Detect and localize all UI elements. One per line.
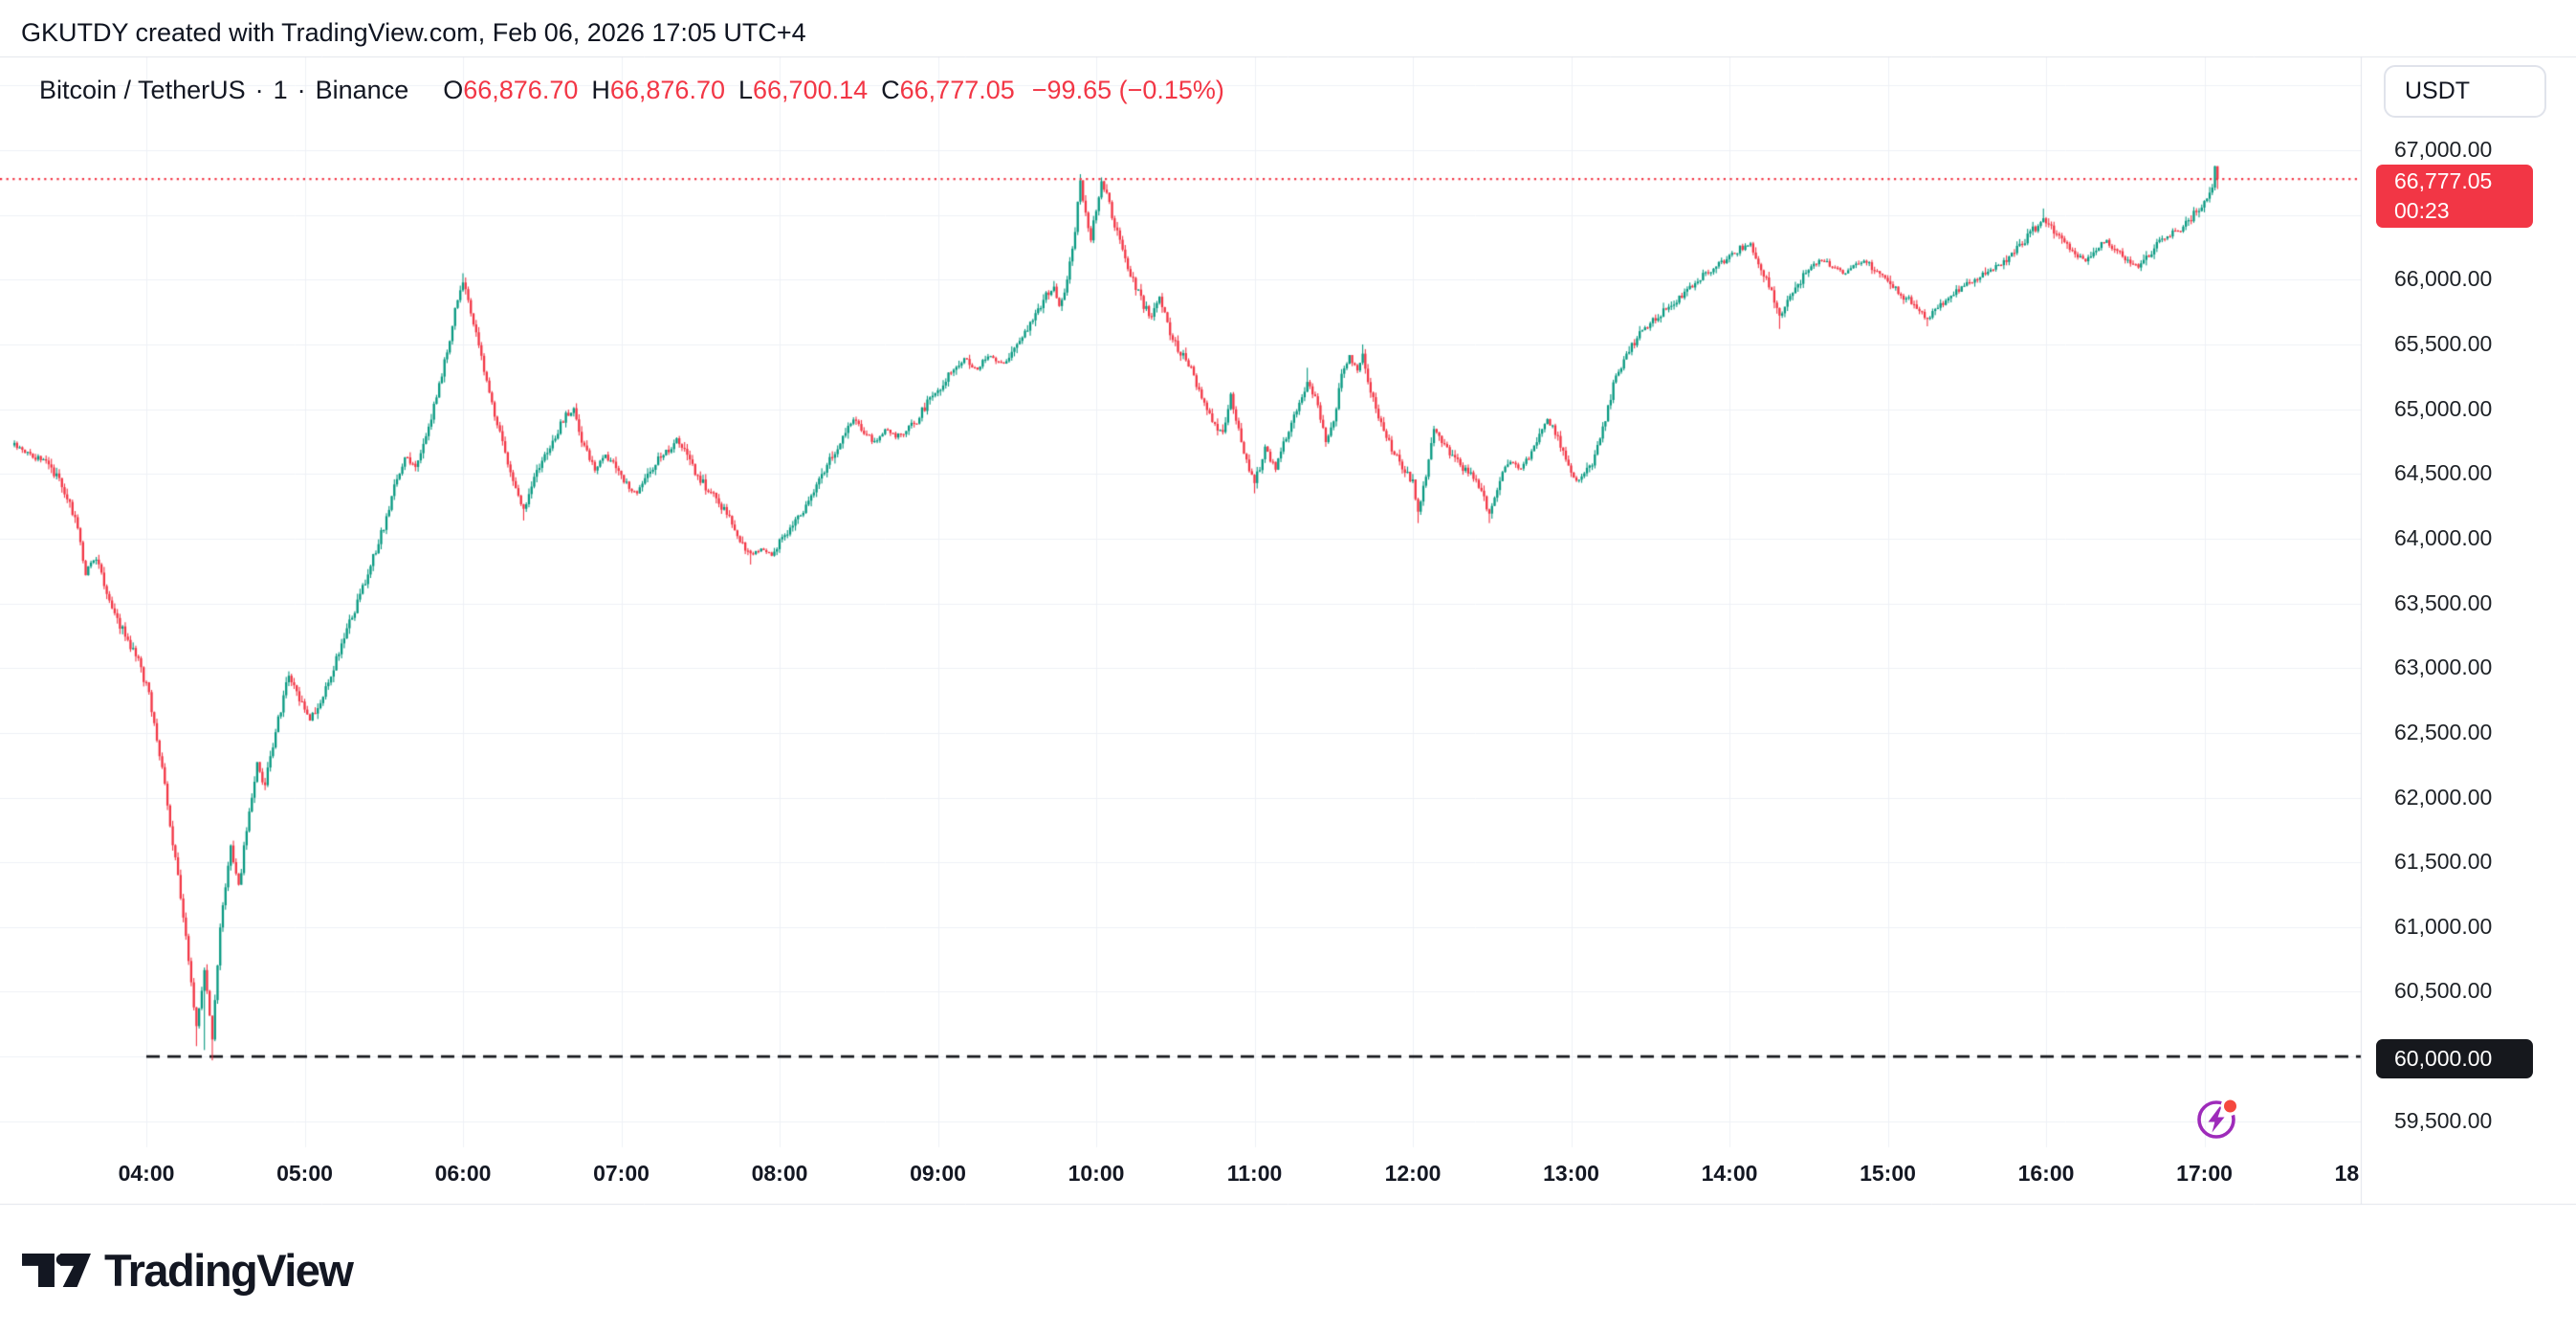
attribution-text: GKUTDY created with TradingView.com, Feb… bbox=[21, 18, 806, 47]
currency-unit-button[interactable]: USDT bbox=[2384, 65, 2546, 118]
last-price-badge-countdown: 00:23 bbox=[2394, 198, 2450, 224]
event-red-dot bbox=[2220, 1097, 2239, 1116]
price-axis-label: 62,500.00 bbox=[2394, 719, 2493, 744]
lightning-event-icon[interactable] bbox=[2195, 1097, 2239, 1141]
last-price-badge: 66,777.05 00:23 bbox=[2376, 165, 2533, 229]
price-axis-label: 60,500.00 bbox=[2394, 978, 2493, 1004]
price-axis-label: 61,500.00 bbox=[2394, 849, 2493, 875]
time-axis-label: 04:00 bbox=[118, 1161, 175, 1186]
price-axis-label: 62,000.00 bbox=[2394, 784, 2493, 810]
price-axis-label: 65,000.00 bbox=[2394, 395, 2493, 421]
legend-symbol[interactable]: Bitcoin / TetherUS bbox=[39, 76, 246, 104]
price-axis-label: 64,500.00 bbox=[2394, 460, 2493, 486]
legend-separator: · bbox=[254, 76, 264, 104]
time-axis-label: 18:00 bbox=[2334, 1161, 2361, 1186]
legend-change: −99.65 (−0.15%) bbox=[1031, 76, 1224, 104]
time-axis-label: 15:00 bbox=[1860, 1161, 1916, 1186]
legend-exchange[interactable]: Binance bbox=[315, 76, 409, 104]
price-axis-label: 59,500.00 bbox=[2394, 1107, 2493, 1133]
price-axis-label: 63,500.00 bbox=[2394, 589, 2493, 615]
tradingview-brand-text: TradingView bbox=[104, 1245, 354, 1296]
price-axis-label: 61,000.00 bbox=[2394, 913, 2493, 939]
event-circle bbox=[2197, 1100, 2235, 1139]
price-axis-label: 63,000.00 bbox=[2394, 655, 2493, 680]
tradingview-logo-icon bbox=[22, 1254, 91, 1287]
legend-ohlc-l: L66,700.14 bbox=[738, 76, 869, 104]
price-axis-label: 66,000.00 bbox=[2394, 266, 2493, 292]
price-axis-label: 64,000.00 bbox=[2394, 524, 2493, 550]
time-axis-label: 06:00 bbox=[434, 1161, 492, 1186]
lightning-bolt-icon bbox=[2208, 1106, 2225, 1133]
price-axis-label: 67,000.00 bbox=[2394, 137, 2493, 162]
price-axis[interactable]: USDT 66,777.05 00:23 60,000.00 67,000.00… bbox=[2361, 56, 2576, 1204]
time-axis-label: 05:00 bbox=[276, 1161, 333, 1186]
legend-ohlc-values: O66,876.70 H66,876.70 L66,700.14 C66,777.05 bbox=[443, 76, 1028, 105]
time-axis-label: 08:00 bbox=[751, 1161, 808, 1186]
time-axis-label: 16:00 bbox=[2017, 1161, 2075, 1186]
legend-ohlc-o: O66,876.70 bbox=[443, 76, 579, 104]
time-axis-label: 12:00 bbox=[1384, 1161, 1442, 1186]
level-price-badge: 60,000.00 bbox=[2376, 1039, 2533, 1079]
legend-interval[interactable]: 1 bbox=[273, 76, 288, 104]
time-axis-label: 10:00 bbox=[1068, 1161, 1125, 1186]
time-axis-label: 17:00 bbox=[2176, 1161, 2233, 1186]
time-axis-label: 09:00 bbox=[910, 1161, 966, 1186]
legend-ohlc-h: H66,876.70 bbox=[591, 76, 725, 104]
time-axis[interactable]: 04:00 05:00 06:00 07:00 08:00 09:00 10:00 11:00… bbox=[0, 1147, 2361, 1205]
last-price-badge-price: 66,777.05 bbox=[2394, 168, 2493, 194]
time-axis-label: 07:00 bbox=[593, 1161, 650, 1186]
tradingview-footer[interactable]: TradingView bbox=[22, 1244, 354, 1297]
legend-separator: · bbox=[297, 76, 306, 104]
price-axis-label: 65,500.00 bbox=[2394, 330, 2493, 356]
symbol-legend: Bitcoin / TetherUS · 1 · Binance O66,876… bbox=[39, 76, 1224, 105]
time-axis-label: 14:00 bbox=[1701, 1161, 1758, 1186]
level-price-badge-text: 60,000.00 bbox=[2394, 1046, 2493, 1072]
legend-ohlc-c: C66,777.05 bbox=[881, 76, 1015, 104]
time-axis-label: 13:00 bbox=[1543, 1161, 1599, 1186]
time-axis-label: 11:00 bbox=[1226, 1161, 1283, 1186]
